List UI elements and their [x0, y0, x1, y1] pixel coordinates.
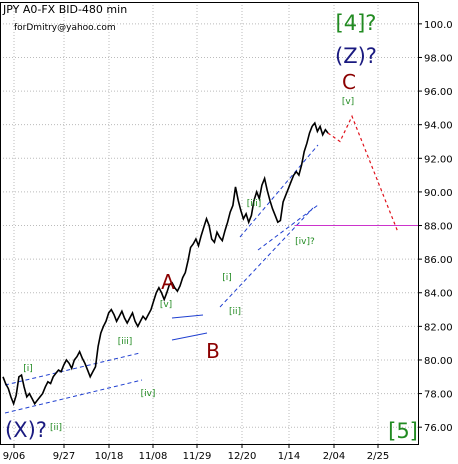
channel-line [171, 314, 204, 319]
wave-label-wave-x: (X)? [5, 418, 47, 442]
channel-line [239, 144, 319, 238]
channel-line [4, 352, 141, 386]
wave-label-wave-z: (Z)? [335, 44, 377, 68]
wave-label-sub-iii-2: [iii] [247, 199, 262, 209]
y-tick-label: 78.00 [424, 390, 453, 401]
y-tick-label: 84.00 [424, 289, 453, 300]
x-tick-label: 11/29 [183, 451, 212, 462]
y-tick-label: 76.00 [424, 423, 453, 434]
channel-line [171, 332, 208, 341]
x-tick-label: 1/14 [278, 451, 300, 462]
y-tick-label: 88.00 [424, 222, 453, 233]
y-tick-label: 94.00 [424, 121, 453, 132]
wave-label-sub-iv-2: [iv]? [295, 237, 315, 247]
channel-line [219, 207, 314, 308]
x-tick-label: 9/27 [53, 451, 75, 462]
y-tick-label: 86.00 [424, 255, 453, 266]
x-axis-ticks: 9/06 9/27 10/18 11/08 11/29 12/20 1/14 2/04 2/25 [3, 444, 389, 462]
wave-label-wave-b: B [206, 339, 220, 363]
wave-annotations: [4]? (Z)?C [v] A B (X)? [5] [i] [ii] [iii] [iv] [v]… [5, 11, 418, 443]
wave-label-sub-v-1: [v] [160, 300, 172, 310]
x-tick-label: 2/25 [367, 451, 389, 462]
wave-label-sub-i-1: [i] [23, 364, 33, 374]
chart-title: JPY A0-FX BID-480 min [2, 3, 127, 16]
x-tick-label: 2/04 [323, 451, 345, 462]
grid-lines [0, 2, 418, 444]
price-series-line [2, 121, 329, 407]
wave-label-wave-4-top: [4]? [336, 11, 377, 35]
y-tick-label: 96.00 [424, 87, 453, 98]
chart-subtitle: forDmitry@yahoo.com [14, 23, 116, 33]
y-tick-label: 100.0 [424, 20, 453, 31]
wave-channels [4, 144, 319, 414]
y-tick-label: 90.00 [424, 188, 453, 199]
wave-label-wave-5: [5] [388, 419, 418, 443]
x-tick-label: 9/06 [3, 451, 25, 462]
y-tick-label: 80.00 [424, 356, 453, 367]
x-tick-label: 10/18 [95, 451, 124, 462]
y-tick-label: 98.00 [424, 53, 453, 64]
y-tick-label: 92.00 [424, 154, 453, 165]
plot-frame [0, 2, 419, 445]
wave-label-wave-v-top: [v] [342, 97, 354, 107]
x-tick-label: 11/08 [139, 451, 168, 462]
wave-label-sub-i-2: [i] [222, 273, 232, 283]
y-axis-ticks: 76.00 78.00 80.00 82.00 84.00 86.00 88.00 90.00… [418, 20, 453, 434]
channel-line [4, 379, 143, 414]
wave-label-sub-ii-1: [ii] [50, 423, 62, 433]
x-tick-label: 12/20 [228, 451, 257, 462]
channel-line [257, 204, 319, 251]
wave-label-sub-iii-1: [iii] [118, 337, 133, 347]
wave-label-wave-a: A [161, 270, 175, 294]
wave-label-sub-iv-1: [iv] [141, 389, 156, 399]
wave-label-wave-c: C [342, 70, 356, 94]
wave-label-sub-ii-2: [ii] [229, 307, 241, 317]
y-tick-label: 82.00 [424, 322, 453, 333]
forecast-path [327, 114, 399, 233]
